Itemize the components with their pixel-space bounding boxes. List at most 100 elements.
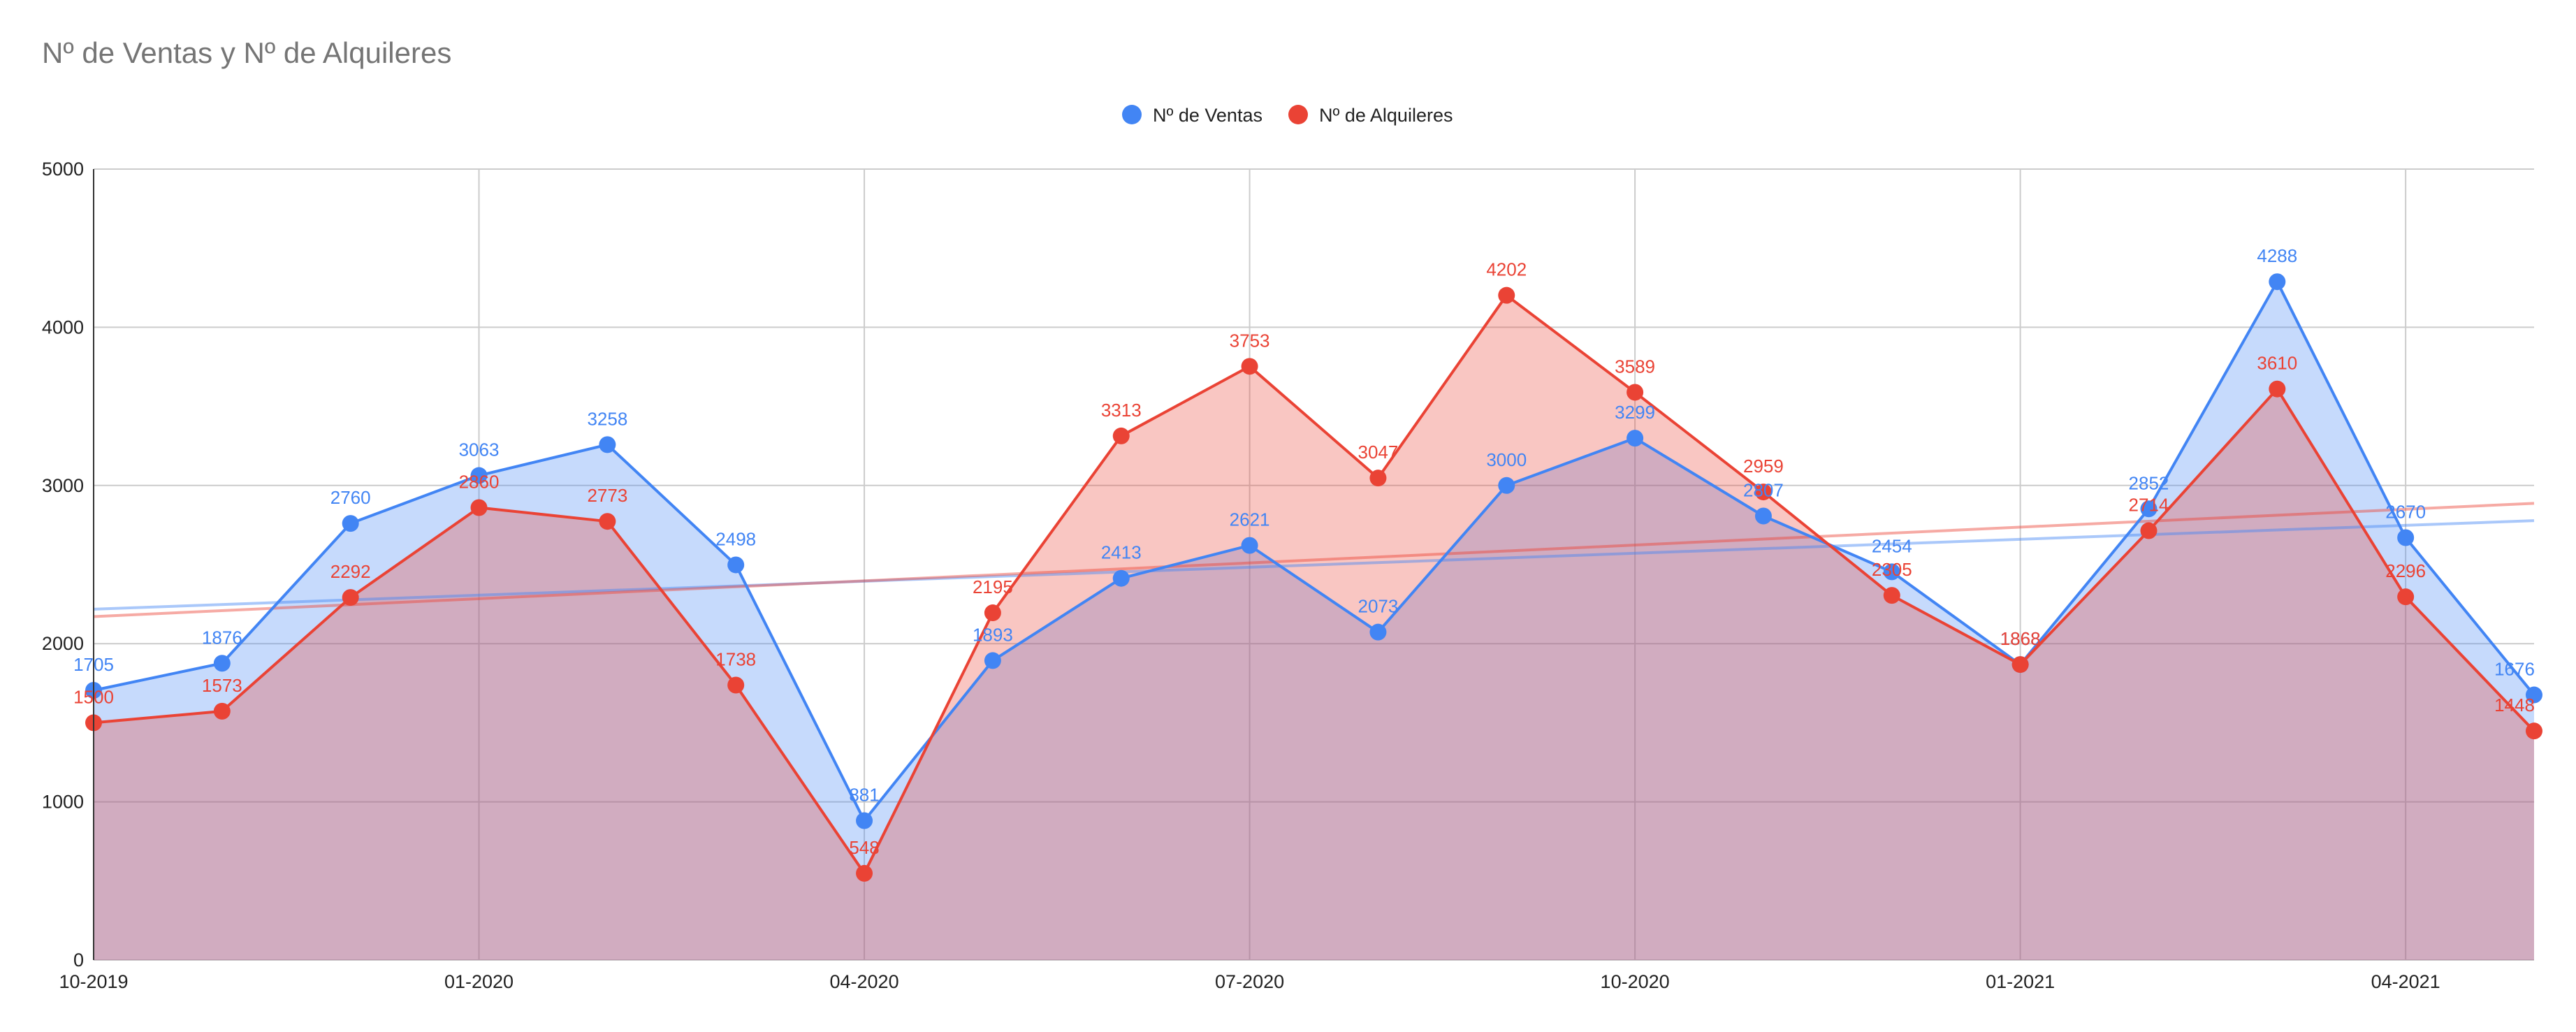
data-label-alquileres: 2292 [330, 561, 371, 582]
legend-item-ventas[interactable]: Nº de Ventas [1122, 105, 1262, 126]
point-alquileres [2140, 522, 2157, 539]
data-label-alquileres: 2959 [1743, 456, 1784, 477]
data-label-ventas: 2807 [1743, 479, 1784, 500]
point-ventas [2140, 500, 2157, 518]
data-label-ventas: 1676 [2494, 659, 2535, 680]
data-label-ventas: 2073 [1358, 596, 1398, 617]
point-ventas [984, 652, 1001, 669]
x-tick-label: 04-2020 [830, 971, 899, 992]
legend: Nº de Ventas Nº de Alquileres [1122, 105, 1453, 126]
point-ventas [727, 556, 745, 574]
point-ventas [1883, 563, 1900, 581]
point-ventas [2269, 273, 2286, 291]
point-alquileres [470, 499, 488, 516]
data-label-ventas: 2621 [1230, 509, 1270, 530]
gridlines [93, 168, 2534, 961]
x-tick-label: 07-2020 [1215, 971, 1284, 992]
point-alquileres [984, 604, 1001, 622]
data-label-alquileres: 1448 [2494, 695, 2535, 715]
series-lines [93, 280, 2535, 875]
point-alquileres [1498, 286, 1515, 304]
data-label-alquileres: 3313 [1101, 400, 1142, 421]
x-axis: 10-2019 01-2020 04-2020 07-2020 10-2020 01-20… [59, 971, 2440, 992]
data-label-ventas: 1868 [2000, 628, 2041, 649]
data-label-ventas: 2852 [2129, 472, 2169, 493]
point-ventas [1498, 477, 1515, 494]
series-areas [94, 282, 2534, 961]
data-label-ventas: 2413 [1101, 542, 1142, 563]
data-label-alquileres: 2195 [973, 576, 1013, 597]
legend-item-alquileres[interactable]: Nº de Alquileres [1288, 105, 1453, 126]
point-alquileres [1241, 358, 1258, 375]
point-alquileres [727, 676, 745, 694]
y-tick-label: 3000 [42, 475, 84, 496]
chart-title: Nº de Ventas y Nº de Alquileres [42, 36, 451, 69]
legend-swatch-ventas [1122, 105, 1142, 124]
point-alquileres [2269, 380, 2286, 398]
data-label-ventas: 1893 [973, 624, 1013, 645]
data-label-ventas: 4288 [2257, 245, 2297, 266]
point-alquileres [342, 589, 359, 606]
point-ventas [1369, 623, 1387, 641]
data-label-ventas: 3258 [587, 408, 627, 429]
data-label-alquileres: 1868 [2000, 628, 2041, 649]
data-label-alquileres: 3589 [1615, 356, 1655, 377]
x-tick-label: 04-2021 [2371, 971, 2440, 992]
y-tick-label: 5000 [42, 159, 84, 180]
point-alquileres [213, 702, 231, 720]
point-ventas [856, 812, 873, 829]
line-ventas [93, 280, 2535, 822]
point-alquileres [2397, 588, 2415, 606]
data-label-ventas: 2498 [715, 528, 756, 549]
y-tick-label: 0 [73, 950, 84, 971]
point-alquileres [599, 513, 616, 530]
data-label-ventas: 2760 [330, 487, 371, 508]
data-label-ventas: 2670 [2385, 502, 2426, 523]
point-ventas [1754, 507, 1772, 525]
x-tick-label: 01-2020 [444, 971, 514, 992]
point-alquileres [1754, 484, 1772, 501]
point-ventas [1241, 537, 1258, 554]
data-label-alquileres: 4202 [1486, 259, 1527, 280]
data-label-alquileres: 3047 [1358, 442, 1398, 463]
point-ventas [599, 436, 616, 453]
data-label-ventas: 881 [849, 785, 879, 806]
y-tick-label: 4000 [42, 317, 84, 337]
area-ventas [94, 282, 2534, 961]
legend-label-ventas: Nº de Ventas [1153, 105, 1262, 126]
point-ventas [1112, 569, 1130, 587]
data-label-alquileres: 1573 [202, 675, 242, 696]
point-alquileres [856, 864, 873, 882]
data-labels: 1705187627603063325824988811893241326212… [73, 245, 2535, 858]
data-label-alquileres: 3753 [1230, 330, 1270, 351]
point-alquileres [1112, 427, 1130, 444]
x-tick-label: 01-2021 [1986, 971, 2055, 992]
area-alquileres [94, 295, 2534, 960]
point-alquileres [2526, 722, 2542, 740]
data-label-ventas: 3000 [1486, 449, 1527, 470]
point-ventas [470, 467, 488, 484]
point-ventas [2526, 686, 2542, 704]
y-tick-label: 2000 [42, 633, 84, 654]
data-label-alquileres: 2305 [1872, 559, 1912, 580]
x-tick-label: 10-2019 [59, 971, 128, 992]
x-tick-label: 10-2020 [1601, 971, 1670, 992]
series-points [85, 273, 2542, 882]
data-label-ventas: 2454 [1872, 535, 1912, 556]
data-label-alquileres: 2296 [2385, 560, 2426, 581]
data-label-ventas: 3299 [1615, 402, 1655, 423]
data-label-alquileres: 2860 [459, 471, 500, 492]
point-alquileres [1627, 384, 1644, 401]
data-label-alquileres: 2773 [587, 485, 627, 506]
point-ventas [1627, 430, 1644, 447]
data-label-alquileres: 548 [849, 837, 879, 858]
y-axis: 0 1000 2000 3000 4000 5000 [42, 159, 94, 971]
data-label-alquileres: 1738 [715, 649, 756, 670]
data-label-alquileres: 3610 [2257, 353, 2297, 374]
point-alquileres [1369, 470, 1387, 487]
point-ventas [342, 515, 359, 532]
trendline-alquileres [93, 502, 2535, 618]
legend-label-alquileres: Nº de Alquileres [1319, 105, 1453, 126]
point-alquileres [2011, 656, 2029, 674]
